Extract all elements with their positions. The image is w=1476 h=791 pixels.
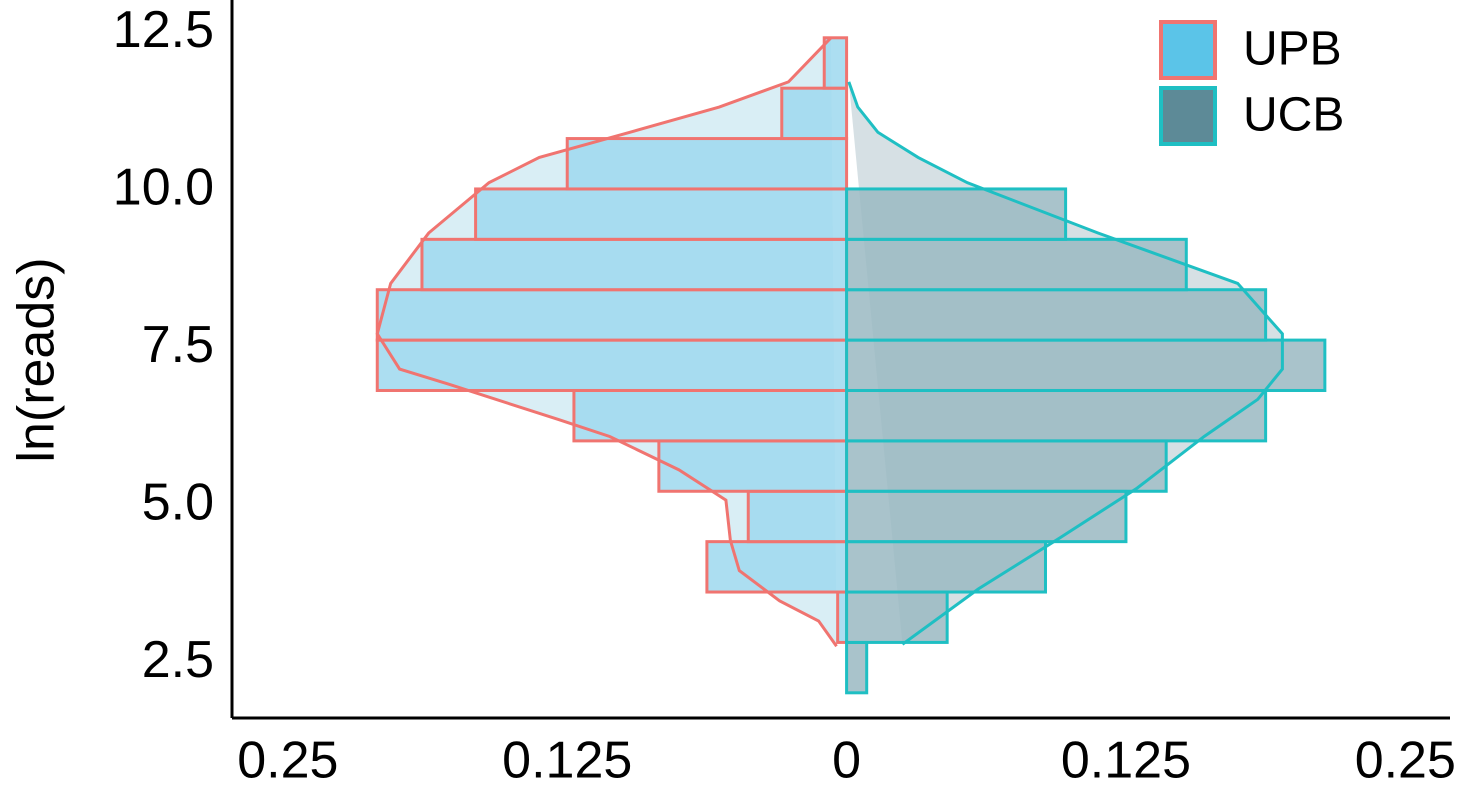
x-tick-label: 0.25 — [1355, 732, 1456, 790]
x-tick-label: 0.125 — [1061, 732, 1191, 790]
bar — [845, 338, 1327, 392]
bar — [845, 288, 1268, 342]
bar — [822, 36, 849, 90]
x-tick-label: 0 — [832, 732, 861, 790]
legend-label: UCB — [1243, 89, 1344, 142]
legend-swatch — [1159, 86, 1217, 146]
density-curve — [375, 36, 838, 648]
legend-label: UPB — [1243, 23, 1342, 76]
bar — [474, 187, 849, 241]
bar — [845, 388, 1268, 443]
bar — [657, 439, 849, 493]
bar — [572, 388, 849, 443]
bar — [780, 86, 849, 141]
y-tick-label: 10.0 — [113, 159, 214, 217]
x-tick-label: 0.125 — [502, 732, 632, 790]
bar — [375, 338, 849, 392]
bar — [845, 640, 869, 695]
bar — [420, 237, 849, 292]
bar — [845, 489, 1128, 544]
bar — [845, 590, 949, 644]
y-tick-label: 7.5 — [142, 316, 214, 374]
density-curve — [847, 81, 1284, 646]
y-tick-label: 5.0 — [142, 474, 214, 532]
legend-swatch — [1159, 20, 1217, 80]
y-tick-label: 2.5 — [142, 631, 214, 689]
bar — [565, 137, 849, 191]
y-tick-label: 12.5 — [113, 1, 214, 59]
bar — [845, 439, 1168, 493]
bar — [845, 187, 1068, 241]
bar — [375, 288, 849, 342]
y-axis-title: ln(reads) — [8, 257, 66, 462]
bar — [705, 540, 849, 594]
x-tick-label: 0.25 — [237, 732, 338, 790]
bar — [746, 489, 849, 544]
